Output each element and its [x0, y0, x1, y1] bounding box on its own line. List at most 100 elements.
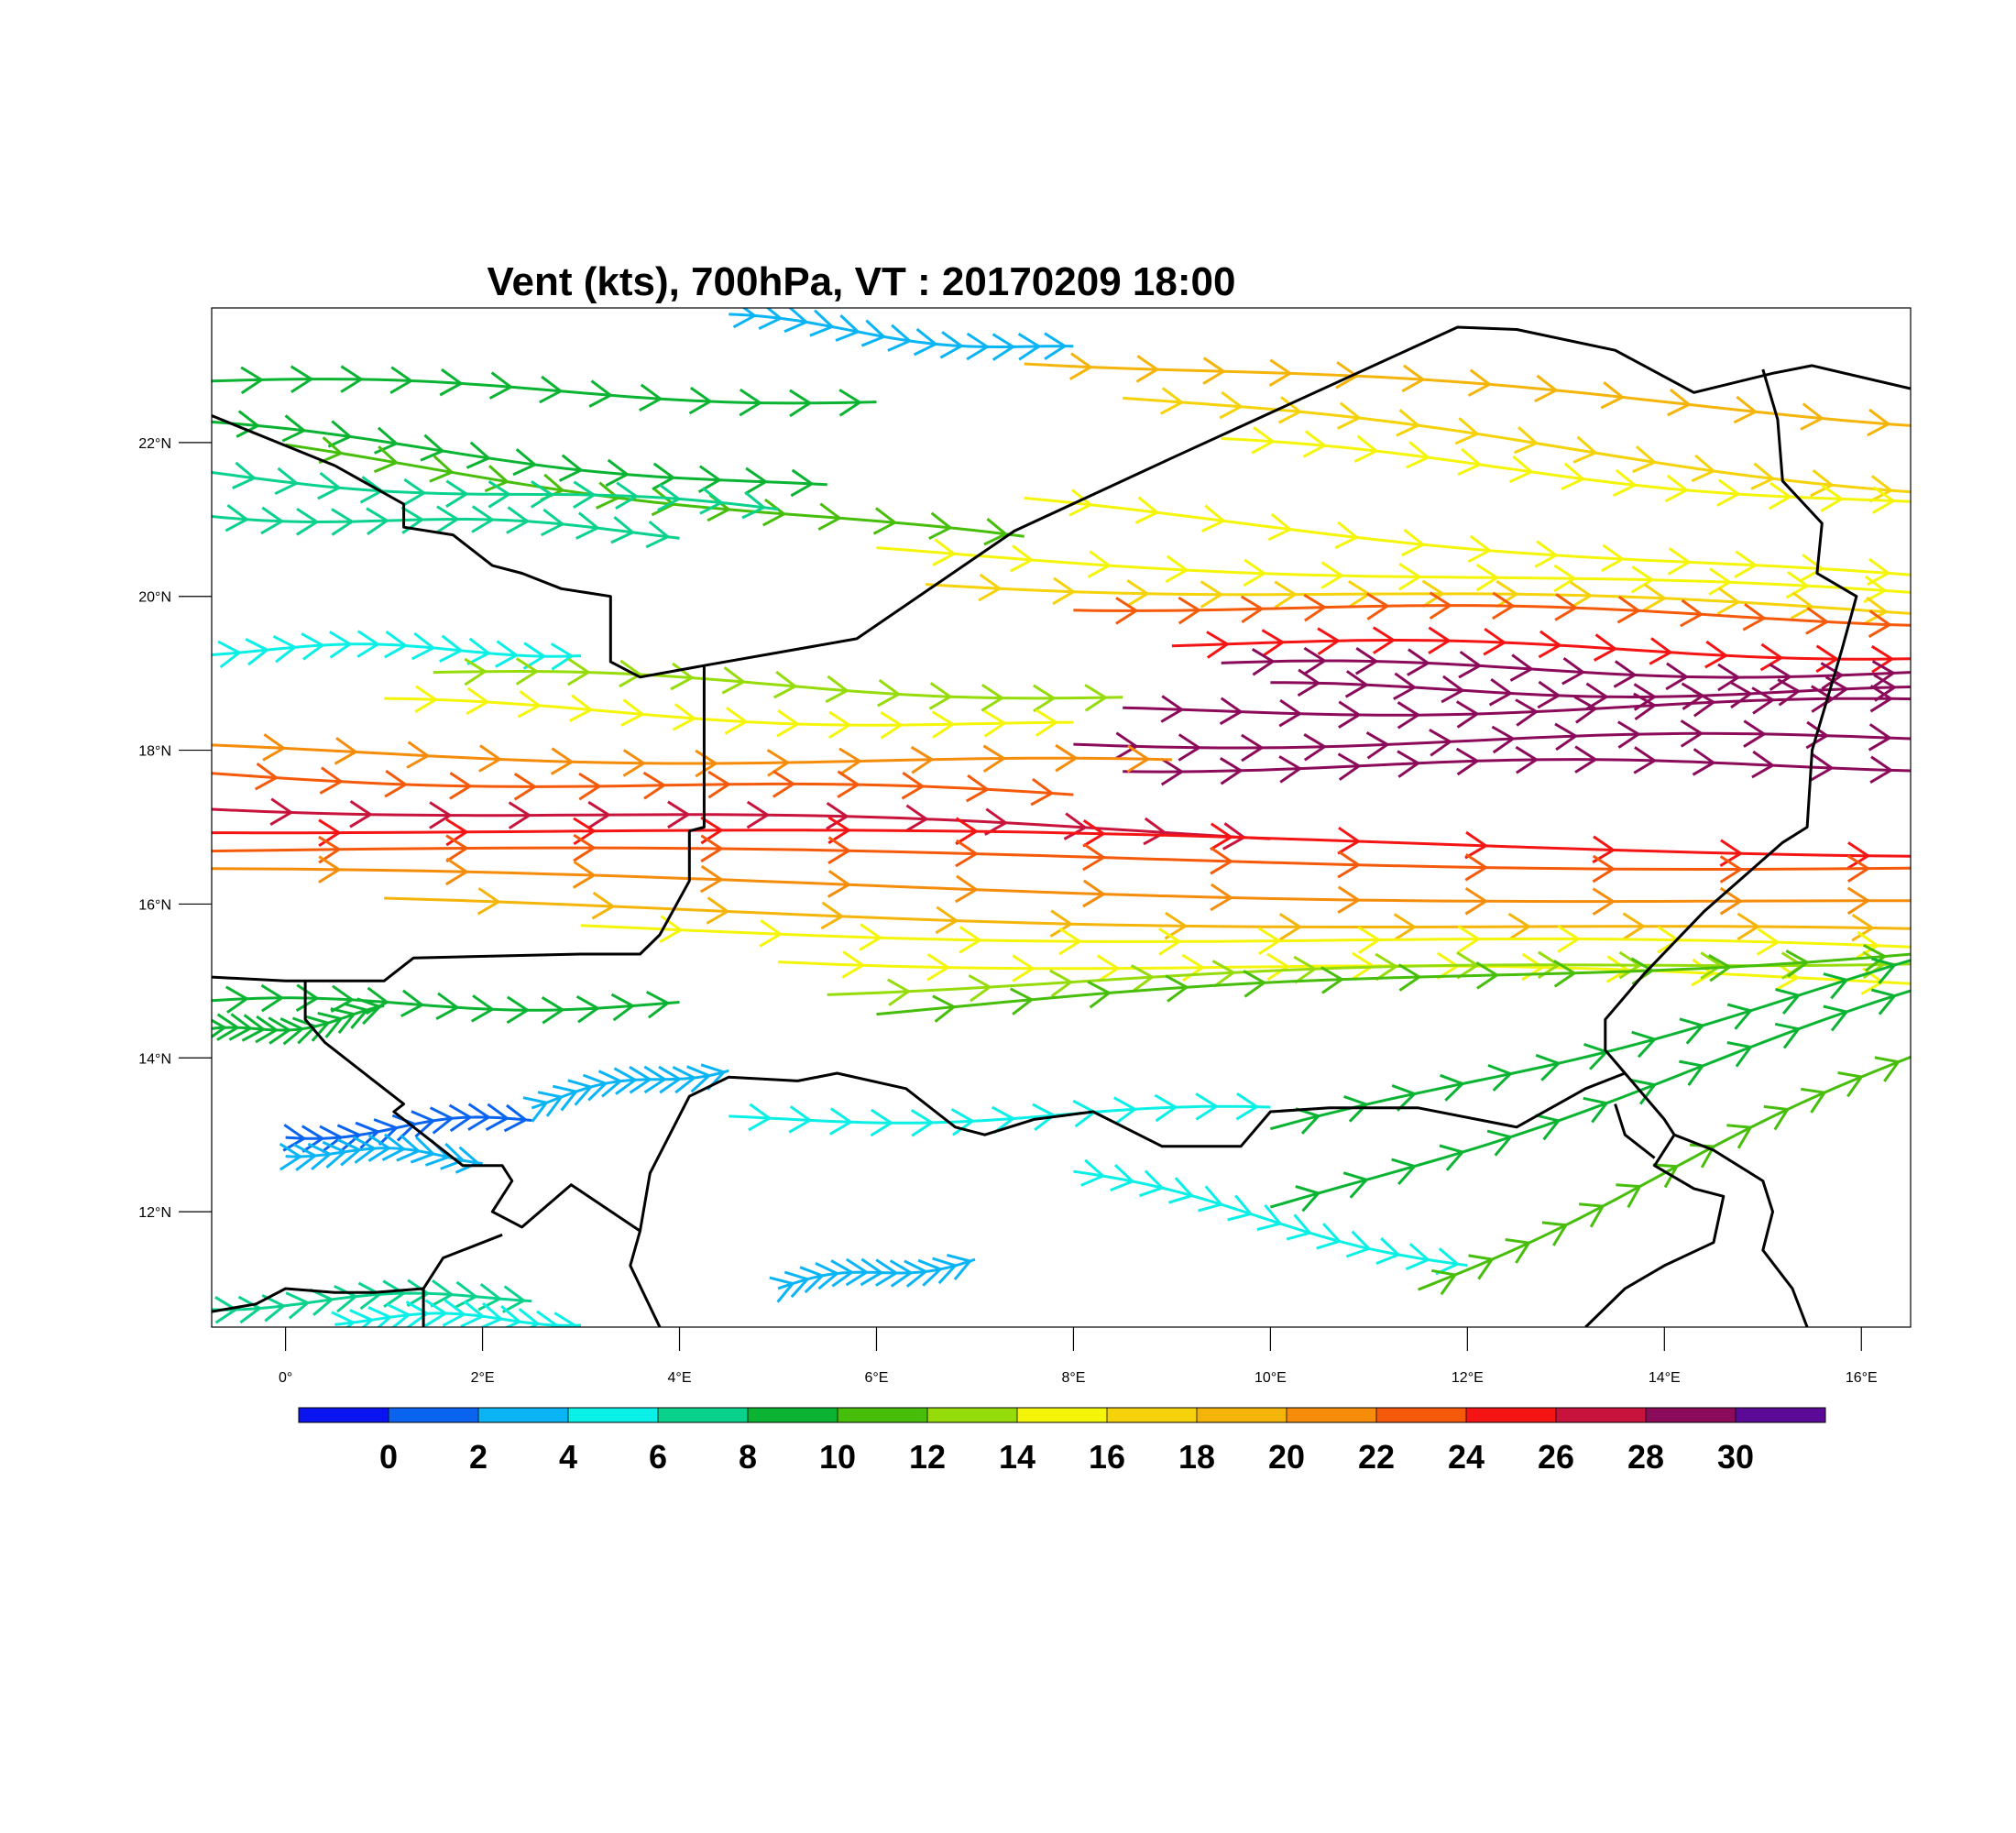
- wind-stream: [1123, 745, 1911, 786]
- wind-arrow: [913, 327, 938, 357]
- wind-stream: [1024, 352, 1911, 437]
- wind-arrow: [1790, 591, 1815, 620]
- wind-arrow: [1667, 388, 1692, 417]
- wind-arrow: [318, 436, 344, 465]
- wind-arrow: [1143, 817, 1167, 846]
- colorbar-label: 4: [559, 1438, 577, 1476]
- colorbar-label: 0: [379, 1438, 398, 1476]
- wind-arrow: [334, 737, 358, 765]
- wind-arrow: [1202, 357, 1227, 385]
- wind-stream: [729, 308, 1074, 361]
- wind-arrow: [1846, 854, 1871, 884]
- wind-arrow: [237, 1295, 263, 1324]
- wind-arrow: [1165, 974, 1189, 1003]
- wind-arrow: [1605, 955, 1630, 983]
- lon-tick-label: 4°E: [668, 1370, 692, 1386]
- wind-arrow: [1704, 640, 1729, 669]
- wind-arrow: [815, 1261, 840, 1290]
- wind-arrow: [466, 637, 492, 666]
- wind-arrow: [841, 950, 866, 979]
- wind-arrow: [1871, 660, 1896, 688]
- wind-arrow: [1344, 670, 1369, 698]
- wind-arrow: [645, 520, 671, 549]
- wind-stream: [769, 1253, 976, 1303]
- wind-arrow: [1261, 629, 1286, 657]
- wind-arrow: [1535, 1114, 1561, 1141]
- wind-arrow: [466, 441, 492, 469]
- wind-arrow: [291, 1016, 318, 1045]
- wind-arrow: [384, 630, 409, 659]
- wind-arrow: [356, 997, 383, 1026]
- wind-arrow: [1491, 725, 1516, 754]
- wind-arrow: [1274, 580, 1298, 609]
- wind-arrow: [373, 445, 400, 474]
- wind-arrow: [686, 1065, 712, 1093]
- wind-arrow: [429, 1106, 455, 1135]
- wind-arrow: [955, 839, 980, 868]
- wind-arrow: [436, 505, 460, 533]
- wind-arrow: [769, 1276, 795, 1303]
- wind-arrow: [522, 1096, 550, 1123]
- wind-arrow: [343, 1002, 369, 1029]
- streamline: [1418, 1056, 1911, 1291]
- wind-arrow: [582, 1073, 608, 1102]
- wind-arrow: [910, 1109, 935, 1137]
- wind-arrow: [445, 857, 469, 886]
- wind-arrow: [355, 1121, 381, 1149]
- border-line: [1614, 1103, 1656, 1159]
- wind-arrow: [772, 770, 796, 798]
- wind-arrow: [1649, 637, 1673, 665]
- wind-arrow: [1652, 1163, 1680, 1189]
- wind-arrow: [1515, 698, 1539, 727]
- streamline: [1123, 697, 1911, 717]
- colorbar-label: 26: [1538, 1438, 1574, 1476]
- wind-arrow: [1220, 757, 1244, 785]
- wind-arrow: [732, 308, 758, 329]
- wind-arrow: [349, 799, 374, 829]
- wind-arrow: [449, 772, 473, 800]
- streamline: [212, 515, 680, 540]
- wind-arrow: [1455, 700, 1480, 729]
- streamline: [212, 846, 1911, 871]
- wind-arrow: [1126, 579, 1150, 608]
- wind-arrow: [1534, 374, 1559, 403]
- wind-arrow: [1870, 644, 1895, 674]
- colorbar-swatch: [1287, 1408, 1377, 1422]
- colorbar-label: 30: [1717, 1438, 1754, 1476]
- wind-arrow: [748, 1103, 772, 1132]
- wind-arrow: [860, 1257, 884, 1287]
- wind-arrow: [1158, 927, 1182, 956]
- lon-tick-label: 0°: [279, 1370, 292, 1386]
- wind-arrow: [552, 1084, 579, 1112]
- wind-arrow: [724, 707, 749, 735]
- wind-arrow: [926, 952, 951, 982]
- wind-arrow: [629, 1065, 653, 1094]
- lat-tick-label: 12°N: [138, 1205, 171, 1221]
- wind-arrow: [1178, 733, 1202, 762]
- wind-arrow: [699, 487, 724, 515]
- wind-arrow: [968, 973, 992, 1003]
- streamline: [1221, 437, 1911, 503]
- wind-arrow: [382, 1279, 407, 1308]
- wind-arrow: [1195, 1092, 1220, 1121]
- wind-stream: [522, 1063, 729, 1123]
- wind-arrow: [1601, 543, 1626, 573]
- wind-arrow: [575, 511, 600, 540]
- wind-arrow: [1082, 818, 1107, 848]
- wind-arrow: [439, 368, 464, 397]
- wind-arrow: [1110, 1164, 1135, 1191]
- wind-arrow: [1846, 886, 1871, 916]
- wind-arrow: [1561, 656, 1586, 686]
- wind-arrow: [1726, 1003, 1753, 1030]
- wind-arrow: [1302, 430, 1328, 458]
- wind-arrow: [1235, 1092, 1260, 1121]
- wind-arrow: [1616, 1183, 1642, 1209]
- wind-arrow: [670, 662, 695, 691]
- wind-arrow: [596, 481, 621, 510]
- wind-arrow: [1785, 949, 1810, 978]
- wind-arrow: [537, 1091, 564, 1117]
- wind-arrow: [597, 1070, 623, 1098]
- wind-arrow: [317, 471, 342, 500]
- wind-arrow: [1538, 630, 1562, 659]
- lon-tick-label: 8°E: [1061, 1370, 1085, 1386]
